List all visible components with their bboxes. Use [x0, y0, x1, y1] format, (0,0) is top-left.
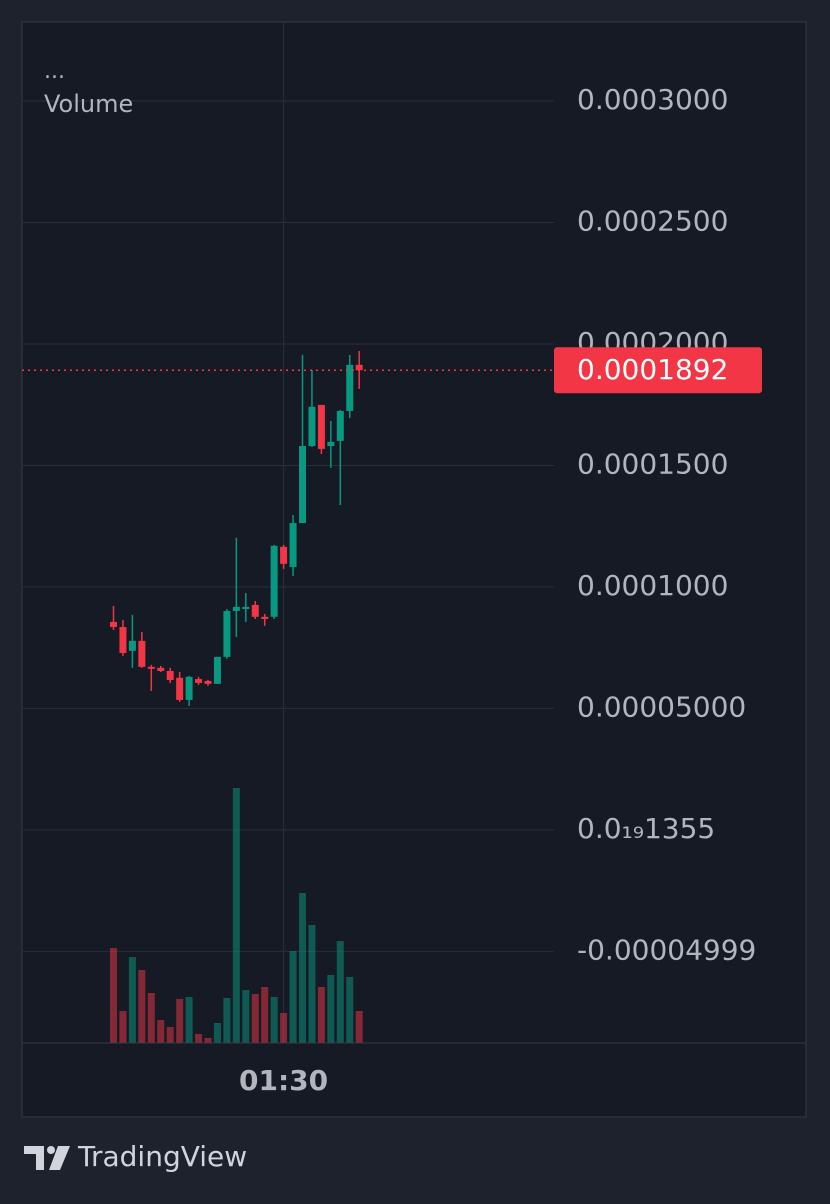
candle-body	[346, 364, 354, 412]
label-layer: 0.00030000.00025000.00020000.00015000.00…	[22, 83, 762, 1097]
volume-bar	[204, 1038, 212, 1043]
y-tick-label: 0.0003000	[577, 83, 728, 116]
last-price-label: 0.0001892	[577, 353, 728, 386]
candle-layer	[110, 350, 363, 706]
candle-body	[204, 680, 212, 684]
candle-body	[128, 640, 136, 651]
y-tick-label: 0.00005000	[577, 690, 746, 723]
candle-body	[176, 677, 184, 700]
volume-bar	[147, 993, 155, 1043]
x-tick-label: 01:30	[239, 1064, 328, 1097]
candle-body	[195, 679, 203, 683]
volume-bar	[261, 987, 269, 1043]
volume-bar	[336, 941, 344, 1043]
candle-body	[270, 545, 278, 617]
volume-bar	[185, 997, 193, 1043]
volume-bar	[242, 990, 250, 1043]
candle-body	[119, 627, 127, 654]
volume-bar	[280, 1013, 288, 1043]
volume-bar	[232, 788, 240, 1043]
volume-layer	[110, 788, 363, 1043]
candle-body	[280, 546, 288, 564]
candle-body	[289, 523, 297, 568]
grid	[22, 22, 554, 1043]
volume-bar	[166, 1027, 174, 1043]
candle-body	[317, 404, 325, 449]
y-tick-label: 0.0002500	[577, 204, 728, 237]
legend-menu[interactable]: ...	[44, 59, 65, 84]
candle-body	[185, 676, 193, 700]
candle-body	[157, 667, 165, 671]
legend-volume: Volume	[44, 90, 133, 118]
volume-bar	[289, 951, 297, 1043]
volume-bar	[346, 977, 354, 1043]
y-tick-label: 0.0001500	[577, 447, 728, 480]
candle-body	[166, 670, 174, 680]
candle-body	[336, 411, 344, 441]
volume-bar	[299, 893, 306, 1043]
volume-bar	[355, 1011, 363, 1043]
volume-bar	[195, 1034, 203, 1043]
y-tick-label: 0.0₁₉1355	[577, 812, 715, 845]
candle-body	[299, 445, 306, 524]
y-tick-label: 0.0001000	[577, 569, 728, 602]
candle-body	[232, 606, 240, 611]
candle-body	[147, 666, 155, 669]
candle-body	[242, 606, 250, 610]
chart-pane	[21, 21, 807, 1118]
candle-body	[355, 364, 363, 371]
volume-bar	[223, 998, 231, 1043]
last-price-box	[554, 347, 762, 394]
volume-bar	[110, 948, 117, 1043]
candle-body	[327, 441, 335, 446]
y-tick-label: -0.00004999	[577, 933, 756, 966]
candle-body	[261, 616, 269, 620]
candle-body	[138, 640, 146, 667]
volume-bar	[157, 1020, 165, 1043]
volume-bar	[213, 1023, 221, 1043]
volume-bar	[270, 997, 278, 1043]
volume-bar	[308, 925, 316, 1043]
volume-bar	[128, 957, 136, 1043]
candle-body	[308, 406, 316, 446]
volume-bar	[119, 1011, 127, 1043]
volume-bar	[327, 975, 335, 1043]
volume-bar	[176, 999, 184, 1043]
brand-logo	[24, 1146, 70, 1170]
volume-bar	[317, 987, 325, 1043]
candle-body	[251, 604, 259, 617]
volume-bar	[251, 994, 259, 1043]
volume-bar	[138, 970, 146, 1043]
brand-name[interactable]: TradingView	[77, 1140, 247, 1173]
candle-body	[110, 621, 117, 628]
candle-body	[223, 610, 231, 657]
candle-body	[213, 656, 221, 684]
